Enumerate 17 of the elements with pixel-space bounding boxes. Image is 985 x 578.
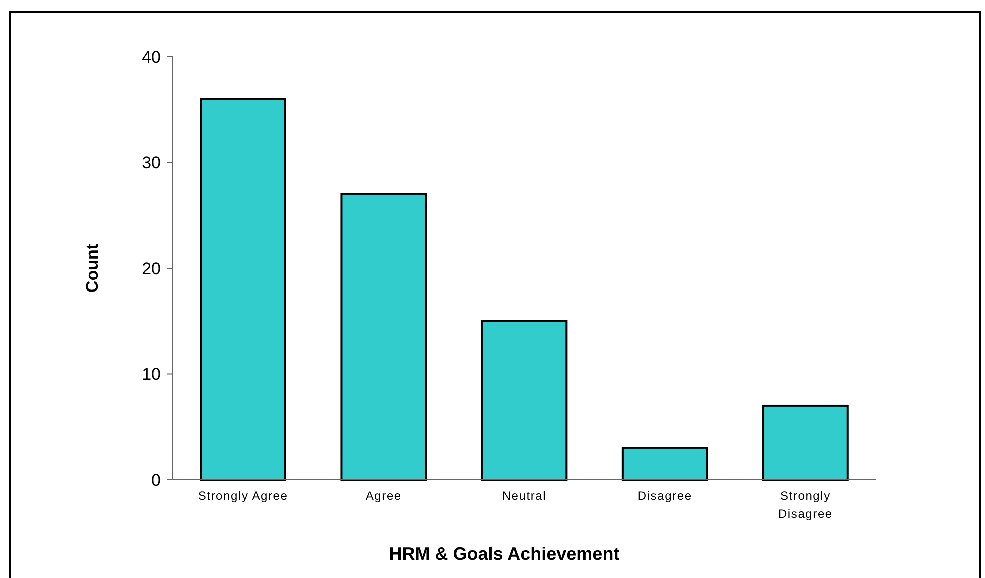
bar [622, 447, 708, 481]
x-tick-label: Strongly Disagree [778, 489, 833, 521]
x-tick-label: Strongly Agree [198, 489, 288, 503]
y-tick-label: 0 [152, 470, 161, 490]
x-tick-label: Neutral [502, 489, 547, 503]
y-tick-label: 10 [142, 365, 161, 384]
y-tick-label: 30 [142, 154, 161, 173]
x-tick-label: Agree [366, 489, 402, 503]
bar [200, 98, 286, 481]
x-tick-label: Disagree [638, 489, 692, 503]
bar [762, 404, 849, 481]
y-axis-title: Count [83, 244, 102, 294]
bar [340, 193, 428, 481]
y-tick-label: 40 [142, 48, 161, 67]
x-axis-title: HRM & Goals Achievement [389, 544, 620, 564]
y-tick-label: 20 [142, 259, 161, 278]
bar [481, 320, 568, 481]
